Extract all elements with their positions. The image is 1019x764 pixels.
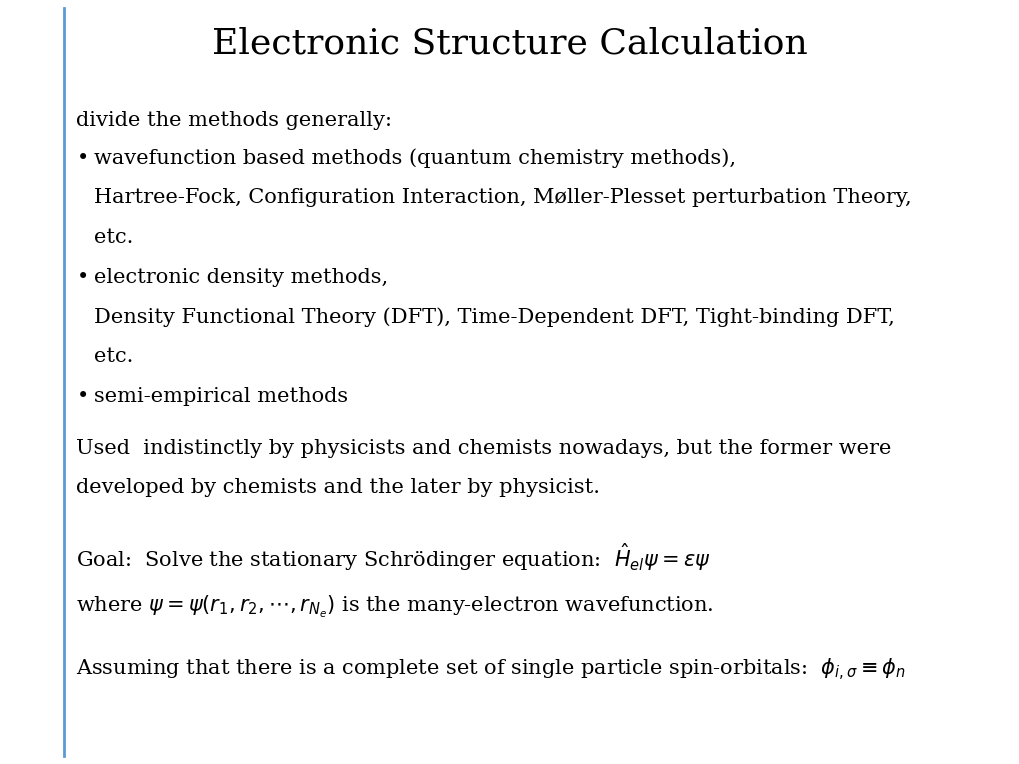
Text: Goal:  Solve the stationary Schrödinger equation:  $\hat{H}_{el}\psi = \varepsil: Goal: Solve the stationary Schrödinger e…: [76, 542, 710, 574]
Text: •: •: [76, 387, 89, 406]
Text: •: •: [76, 267, 89, 286]
Text: Assuming that there is a complete set of single particle spin-orbitals:  $\phi_{: Assuming that there is a complete set of…: [76, 657, 905, 683]
Text: Density Functional Theory (DFT), Time-Dependent DFT, Tight-binding DFT,: Density Functional Theory (DFT), Time-De…: [94, 307, 894, 327]
Text: Electronic Structure Calculation: Electronic Structure Calculation: [212, 27, 807, 61]
Text: wavefunction based methods (quantum chemistry methods),: wavefunction based methods (quantum chem…: [94, 148, 735, 168]
Text: divide the methods generally:: divide the methods generally:: [76, 111, 392, 130]
Text: etc.: etc.: [94, 347, 133, 366]
Text: etc.: etc.: [94, 228, 133, 247]
Text: developed by chemists and the later by physicist.: developed by chemists and the later by p…: [76, 478, 600, 497]
Text: where $\psi = \psi(r_1, r_2, \cdots, r_{N_e})$ is the many-electron wavefunction: where $\psi = \psi(r_1, r_2, \cdots, r_{…: [76, 594, 713, 620]
Text: semi-empirical methods: semi-empirical methods: [94, 387, 347, 406]
Text: •: •: [76, 148, 89, 167]
Text: Used  indistinctly by physicists and chemists nowadays, but the former were: Used indistinctly by physicists and chem…: [76, 439, 891, 458]
Text: Hartree-Fock, Configuration Interaction, Møller-Plesset perturbation Theory,: Hartree-Fock, Configuration Interaction,…: [94, 188, 911, 207]
Text: electronic density methods,: electronic density methods,: [94, 267, 387, 286]
